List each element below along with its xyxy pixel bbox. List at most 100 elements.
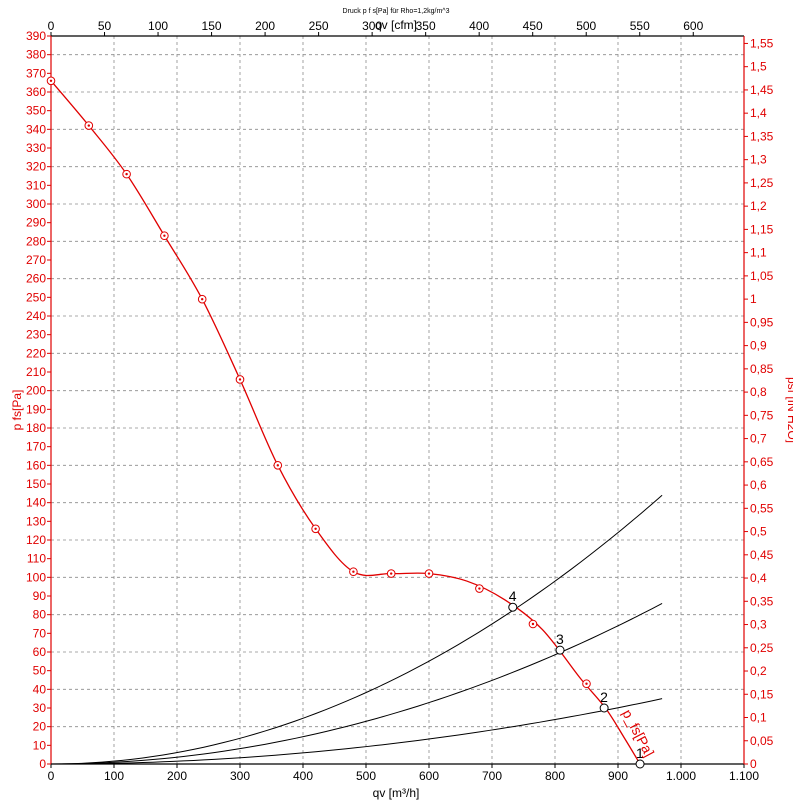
right-tick-label: 0,7 <box>750 432 767 446</box>
right-tick-label: 0,55 <box>750 501 774 515</box>
right-tick-label: 0,45 <box>750 548 774 562</box>
top-tick-label: 550 <box>630 19 650 33</box>
fan-curve-marker-dot <box>390 572 393 575</box>
right-tick-label: 0,85 <box>750 362 774 376</box>
bottom-tick-label: 400 <box>293 769 313 783</box>
left-tick-label: 50 <box>33 664 47 678</box>
left-tick-label: 330 <box>26 141 46 155</box>
fan-curve-marker-dot <box>163 234 166 237</box>
right-tick-label: 1,4 <box>750 106 767 120</box>
right-tick-label: 1,15 <box>750 222 774 236</box>
top-tick-label: 600 <box>683 19 703 33</box>
bottom-tick-label: 500 <box>356 769 376 783</box>
left-tick-label: 300 <box>26 197 46 211</box>
axes <box>50 35 745 765</box>
left-tick-label: 310 <box>26 178 46 192</box>
fan-curve-line <box>50 80 641 765</box>
left-tick-label: 280 <box>26 234 46 248</box>
top-axis-title: qv [cfm] <box>375 18 417 32</box>
right-tick-label: 0,4 <box>750 571 767 585</box>
left-tick-label: 200 <box>26 384 46 398</box>
fan-curve-marker-dot <box>585 682 588 685</box>
right-tick-label: 0,6 <box>750 478 767 492</box>
top-tick-label: 50 <box>98 19 112 33</box>
operating-point-marker <box>635 759 645 769</box>
left-tick-label: 110 <box>27 552 46 566</box>
left-tick-label: 70 <box>33 626 47 640</box>
left-tick-label: 130 <box>26 514 46 528</box>
bottom-tick-label: 600 <box>419 769 439 783</box>
left-axis-title: p fs[Pa] <box>10 390 24 431</box>
right-tick-label: 0,3 <box>750 618 767 632</box>
top-tick-label: 350 <box>416 19 436 33</box>
bottom-tick-label: 1.100 <box>729 769 759 783</box>
left-tick-label: 150 <box>26 477 46 491</box>
left-tick-label: 210 <box>26 365 46 379</box>
left-tick-label: 350 <box>26 104 46 118</box>
right-tick-label: 1,25 <box>750 176 774 190</box>
right-tick-label: 0,9 <box>750 339 767 353</box>
left-tick-label: 0 <box>39 757 46 771</box>
right-tick-label: 0 <box>750 757 757 771</box>
left-tick-label: 390 <box>26 29 46 43</box>
operating-point-label: 2 <box>600 689 608 705</box>
left-tick-label: 240 <box>26 309 46 323</box>
left-tick-label: 140 <box>26 496 46 510</box>
fan-curve-marker-dot <box>478 587 481 590</box>
left-tick-label: 170 <box>26 440 46 454</box>
series <box>46 76 663 765</box>
left-tick-label: 10 <box>33 738 47 752</box>
left-tick-label: 30 <box>33 701 47 715</box>
right-tick-label: 0,35 <box>750 594 774 608</box>
right-tick-label: 0,8 <box>750 385 767 399</box>
top-tick-label: 0 <box>48 19 55 33</box>
right-tick-label: 1,2 <box>750 199 767 213</box>
top-tick-label: 100 <box>148 19 168 33</box>
left-tick-label: 220 <box>26 346 46 360</box>
left-tick-label: 180 <box>26 421 46 435</box>
operating-point-label: 3 <box>556 631 564 647</box>
right-tick-label: 0,2 <box>750 664 767 678</box>
system-curve-line <box>50 603 663 765</box>
right-tick-label: 0,25 <box>750 641 774 655</box>
fan-curve-marker-dot <box>352 570 355 573</box>
fan-curve-marker-dot <box>314 527 317 530</box>
top-tick-label: 500 <box>576 19 596 33</box>
left-tick-label: 190 <box>26 402 46 416</box>
top-tick-label: 300 <box>362 19 382 33</box>
left-tick-label: 60 <box>33 645 47 659</box>
right-tick-label: 1,1 <box>750 246 767 260</box>
left-tick-label: 100 <box>26 570 46 584</box>
left-tick-label: 320 <box>26 160 46 174</box>
left-tick-label: 230 <box>26 328 46 342</box>
left-tick-label: 380 <box>26 48 46 62</box>
left-tick-label: 290 <box>26 216 46 230</box>
system-curve-line <box>50 698 663 765</box>
top-tick-label: 400 <box>469 19 489 33</box>
top-tick-label: 150 <box>202 19 222 33</box>
fan-curve-marker-dot <box>49 79 53 83</box>
right-tick-label: 0,75 <box>750 408 774 422</box>
top-tick-label: 450 <box>523 19 543 33</box>
fan-curve-marker-dot <box>427 572 431 575</box>
left-tick-label: 120 <box>26 533 46 547</box>
operating-point-marker <box>555 645 565 655</box>
operating-point-label: 4 <box>509 588 517 604</box>
operating-point-label: 1 <box>636 745 644 761</box>
bottom-tick-label: 800 <box>545 769 565 783</box>
grid-lines <box>51 36 744 764</box>
system-curve-line <box>50 494 663 765</box>
left-tick-label: 80 <box>33 608 47 622</box>
left-tick-label: 250 <box>26 290 46 304</box>
bottom-tick-label: 900 <box>608 769 628 783</box>
right-tick-label: 0,95 <box>750 315 774 329</box>
fan-curve-marker-dot <box>201 298 204 301</box>
bottom-tick-label: 700 <box>482 769 502 783</box>
chart-title: Druck p f s[Pa] für Rho=1,2kg/m^3 <box>343 8 450 15</box>
right-tick-label: 1 <box>750 292 757 306</box>
fan-curve-marker-dot <box>276 464 279 467</box>
right-tick-label: 0,1 <box>750 711 767 725</box>
top-tick-label: 250 <box>309 19 329 33</box>
